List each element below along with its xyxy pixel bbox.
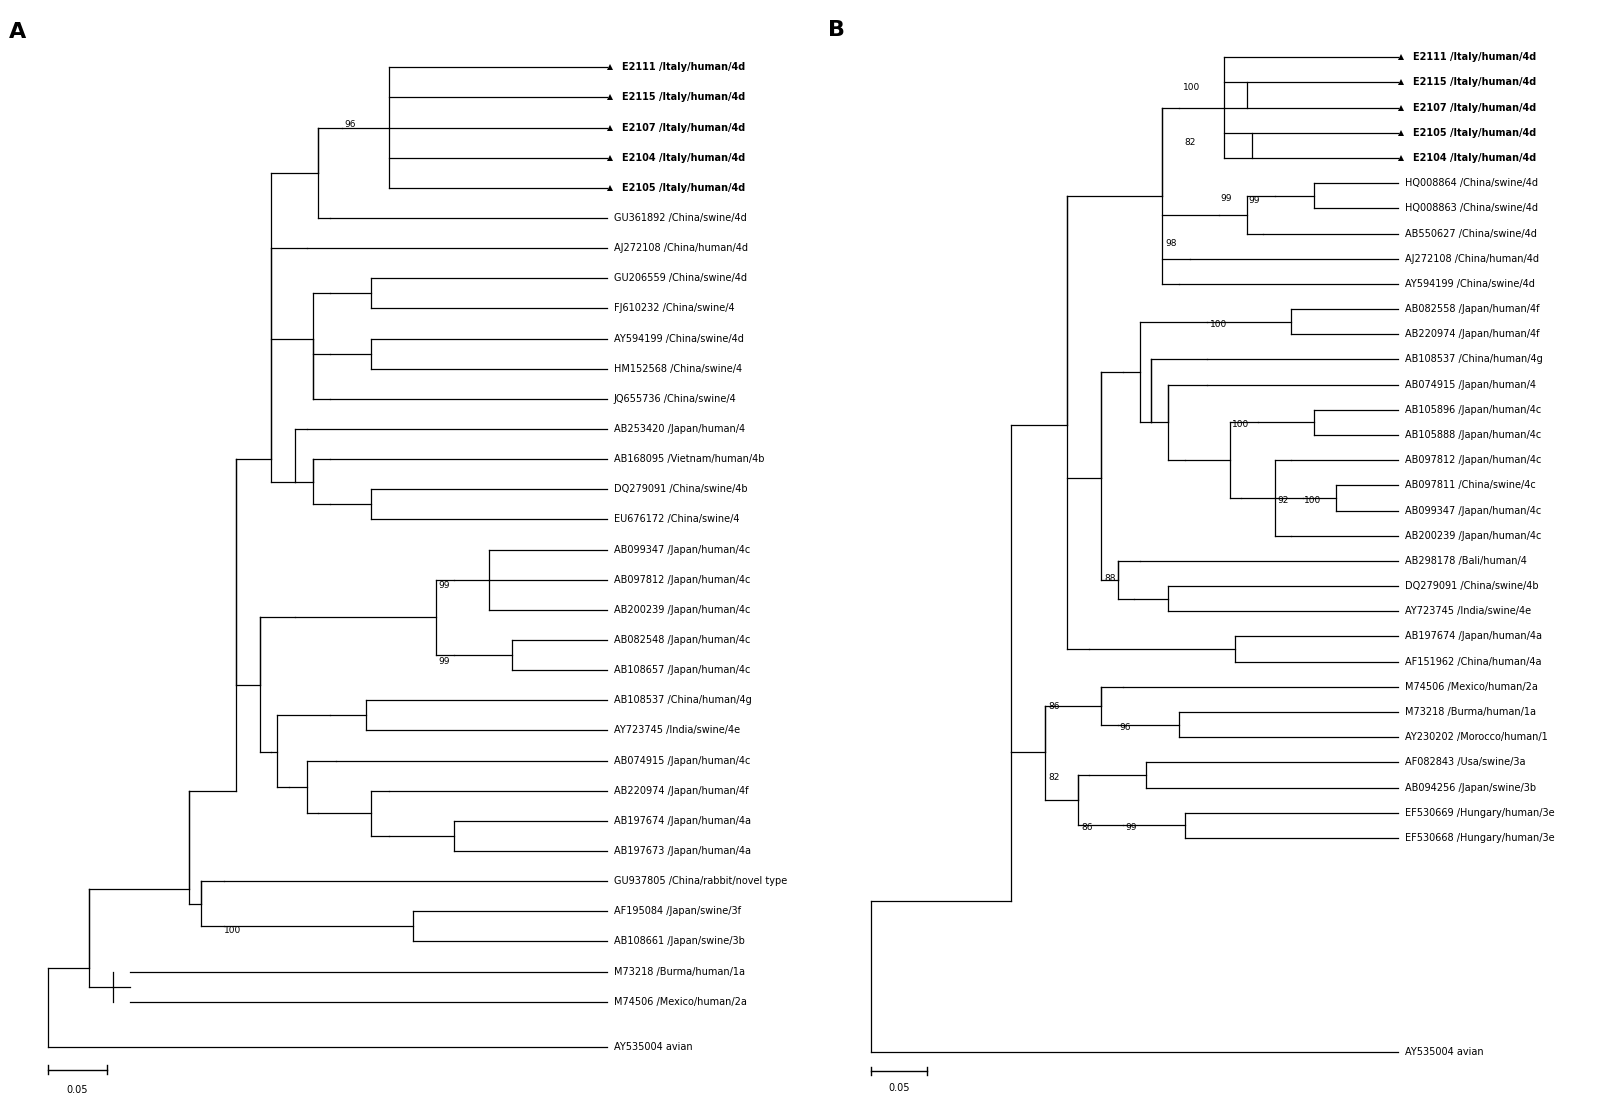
Text: AB082548 /Japan/human/4c: AB082548 /Japan/human/4c	[613, 635, 750, 645]
Text: DQ279091 /China/swine/4b: DQ279091 /China/swine/4b	[613, 484, 747, 494]
Text: AB108537 /China/human/4g: AB108537 /China/human/4g	[1405, 354, 1542, 364]
Text: AB074915 /Japan/human/4c: AB074915 /Japan/human/4c	[613, 756, 750, 766]
Text: AB108657 /Japan/human/4c: AB108657 /Japan/human/4c	[613, 666, 750, 675]
Text: AF151962 /China/human/4a: AF151962 /China/human/4a	[1405, 657, 1541, 667]
Text: E2104 /Italy/human/4d: E2104 /Italy/human/4d	[1413, 153, 1536, 163]
Text: AB253420 /Japan/human/4: AB253420 /Japan/human/4	[613, 424, 744, 434]
Text: AB105896 /Japan/human/4c: AB105896 /Japan/human/4c	[1405, 405, 1541, 415]
Text: AB168095 /Vietnam/human/4b: AB168095 /Vietnam/human/4b	[613, 454, 765, 464]
Text: AB097812 /Japan/human/4c: AB097812 /Japan/human/4c	[613, 574, 750, 585]
Text: E2107 /Italy/human/4d: E2107 /Italy/human/4d	[1413, 102, 1536, 112]
Text: AB097811 /China/swine/4c: AB097811 /China/swine/4c	[1405, 481, 1536, 491]
Text: AJ272108 /China/human/4d: AJ272108 /China/human/4d	[613, 243, 747, 253]
Text: AY535004 avian: AY535004 avian	[613, 1042, 693, 1052]
Text: FJ610232 /China/swine/4: FJ610232 /China/swine/4	[613, 304, 734, 313]
Text: AB197674 /Japan/human/4a: AB197674 /Japan/human/4a	[1405, 631, 1542, 641]
Text: HM152568 /China/swine/4: HM152568 /China/swine/4	[613, 364, 742, 374]
Text: AY594199 /China/swine/4d: AY594199 /China/swine/4d	[613, 333, 744, 343]
Text: 100: 100	[224, 926, 242, 935]
Text: AF195084 /Japan/swine/3f: AF195084 /Japan/swine/3f	[613, 906, 741, 916]
Text: 86: 86	[1082, 823, 1093, 833]
Text: AB550627 /China/swine/4d: AB550627 /China/swine/4d	[1405, 229, 1536, 239]
Text: 100: 100	[1232, 420, 1250, 429]
Text: AB094256 /Japan/swine/3b: AB094256 /Japan/swine/3b	[1405, 782, 1536, 792]
Text: AF082843 /Usa/swine/3a: AF082843 /Usa/swine/3a	[1405, 757, 1525, 768]
Text: 99: 99	[1125, 823, 1138, 833]
Text: AY230202 /Morocco/human/1: AY230202 /Morocco/human/1	[1405, 733, 1547, 742]
Text: E2107 /Italy/human/4d: E2107 /Italy/human/4d	[622, 122, 746, 132]
Text: AJ272108 /China/human/4d: AJ272108 /China/human/4d	[1405, 254, 1539, 264]
Text: AB200239 /Japan/human/4c: AB200239 /Japan/human/4c	[1405, 530, 1541, 541]
Text: 0.05: 0.05	[888, 1084, 909, 1093]
Text: HQ008863 /China/swine/4d: HQ008863 /China/swine/4d	[1405, 204, 1538, 213]
Text: AB197674 /Japan/human/4a: AB197674 /Japan/human/4a	[613, 816, 750, 826]
Text: E2105 /Italy/human/4d: E2105 /Italy/human/4d	[1413, 128, 1536, 138]
Text: AB197673 /Japan/human/4a: AB197673 /Japan/human/4a	[613, 846, 750, 856]
Text: M73218 /Burma/human/1a: M73218 /Burma/human/1a	[613, 967, 744, 977]
Text: 100: 100	[1210, 320, 1227, 329]
Text: 98: 98	[1166, 239, 1178, 249]
Text: E2111 /Italy/human/4d: E2111 /Italy/human/4d	[1413, 53, 1536, 63]
Text: GU206559 /China/swine/4d: GU206559 /China/swine/4d	[613, 273, 747, 283]
Text: A: A	[10, 22, 27, 42]
Text: B: B	[829, 20, 845, 40]
Text: AY723745 /India/swine/4e: AY723745 /India/swine/4e	[613, 725, 739, 736]
Text: E2111 /Italy/human/4d: E2111 /Italy/human/4d	[622, 63, 746, 73]
Text: 86: 86	[1048, 703, 1059, 712]
Text: E2105 /Italy/human/4d: E2105 /Italy/human/4d	[622, 183, 746, 192]
Text: 88: 88	[1104, 574, 1115, 583]
Text: 99: 99	[1221, 194, 1232, 202]
Text: E2104 /Italy/human/4d: E2104 /Italy/human/4d	[622, 153, 746, 163]
Text: EU676172 /China/swine/4: EU676172 /China/swine/4	[613, 515, 739, 525]
Text: 0.05: 0.05	[67, 1085, 88, 1094]
Text: GU937805 /China/rabbit/novel type: GU937805 /China/rabbit/novel type	[613, 876, 787, 887]
Text: 92: 92	[1277, 496, 1288, 505]
Text: EF530668 /Hungary/human/3e: EF530668 /Hungary/human/3e	[1405, 833, 1555, 843]
Text: JQ655736 /China/swine/4: JQ655736 /China/swine/4	[613, 394, 736, 404]
Text: AY594199 /China/swine/4d: AY594199 /China/swine/4d	[1405, 279, 1534, 289]
Text: AB108537 /China/human/4g: AB108537 /China/human/4g	[613, 695, 752, 705]
Text: AB220974 /Japan/human/4f: AB220974 /Japan/human/4f	[1405, 329, 1539, 339]
Text: M73218 /Burma/human/1a: M73218 /Burma/human/1a	[1405, 707, 1536, 717]
Text: AB105888 /Japan/human/4c: AB105888 /Japan/human/4c	[1405, 430, 1541, 440]
Text: AB099347 /Japan/human/4c: AB099347 /Japan/human/4c	[1405, 506, 1541, 516]
Text: 82: 82	[1048, 773, 1059, 782]
Text: 99: 99	[1250, 196, 1261, 206]
Text: AB074915 /Japan/human/4: AB074915 /Japan/human/4	[1405, 379, 1536, 389]
Text: 99: 99	[438, 581, 450, 591]
Text: AB220974 /Japan/human/4f: AB220974 /Japan/human/4f	[613, 785, 749, 795]
Text: M74506 /Mexico/human/2a: M74506 /Mexico/human/2a	[1405, 682, 1538, 692]
Text: AB200239 /Japan/human/4c: AB200239 /Japan/human/4c	[613, 605, 750, 615]
Text: AB099347 /Japan/human/4c: AB099347 /Japan/human/4c	[613, 544, 750, 554]
Text: AY535004 avian: AY535004 avian	[1405, 1047, 1483, 1057]
Text: 100: 100	[1182, 82, 1200, 92]
Text: 96: 96	[344, 120, 355, 129]
Text: 96: 96	[1120, 723, 1131, 732]
Text: E2115 /Italy/human/4d: E2115 /Italy/human/4d	[1413, 77, 1536, 88]
Text: EF530669 /Hungary/human/3e: EF530669 /Hungary/human/3e	[1405, 807, 1555, 817]
Text: GU361892 /China/swine/4d: GU361892 /China/swine/4d	[613, 213, 746, 223]
Text: AB097812 /Japan/human/4c: AB097812 /Japan/human/4c	[1405, 455, 1541, 465]
Text: M74506 /Mexico/human/2a: M74506 /Mexico/human/2a	[613, 997, 747, 1006]
Text: 99: 99	[438, 657, 450, 665]
Text: 82: 82	[1186, 139, 1197, 147]
Text: AY723745 /India/swine/4e: AY723745 /India/swine/4e	[1405, 606, 1531, 616]
Text: HQ008864 /China/swine/4d: HQ008864 /China/swine/4d	[1405, 178, 1538, 188]
Text: AB082558 /Japan/human/4f: AB082558 /Japan/human/4f	[1405, 304, 1539, 315]
Text: AB108661 /Japan/swine/3b: AB108661 /Japan/swine/3b	[613, 936, 744, 946]
Text: AB298178 /Bali/human/4: AB298178 /Bali/human/4	[1405, 556, 1526, 565]
Text: E2115 /Italy/human/4d: E2115 /Italy/human/4d	[622, 92, 746, 102]
Text: DQ279091 /China/swine/4b: DQ279091 /China/swine/4b	[1405, 581, 1539, 591]
Text: 100: 100	[1304, 496, 1322, 505]
